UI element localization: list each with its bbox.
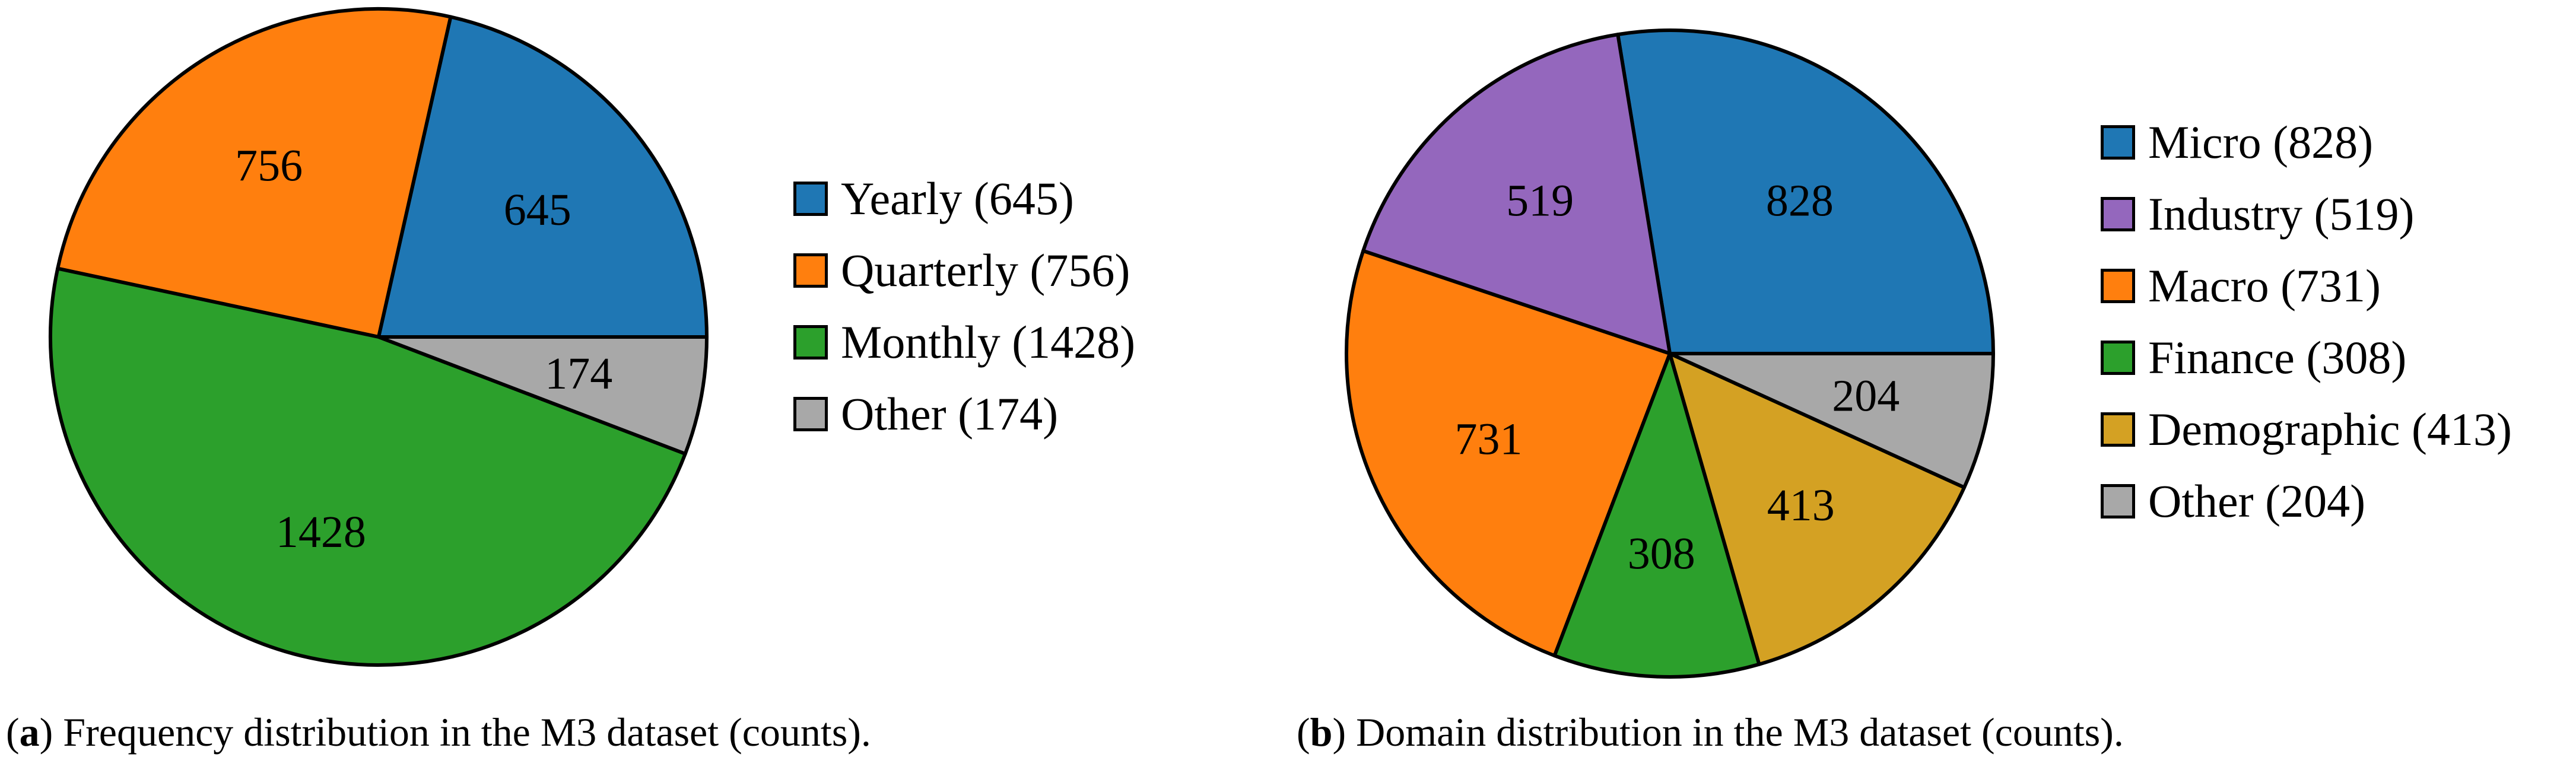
- caption-text: ) Frequency distribution in the M3 datas…: [39, 710, 871, 755]
- pie-slice-micro: [1616, 28, 1995, 355]
- slice-value-label-quarterly: 756: [235, 141, 303, 190]
- legend-item-yearly: Yearly (645): [793, 169, 1074, 228]
- slice-value-label-other: 204: [1832, 371, 1900, 421]
- legend-item-monthly: Monthly (1428): [793, 313, 1135, 372]
- legend-item-micro: Micro (828): [2101, 113, 2373, 172]
- pie-slice-industry: [1361, 33, 1672, 355]
- caption-letter: a: [19, 710, 40, 755]
- legend-label: Macro (731): [2148, 260, 2381, 311]
- legend-swatch: [2101, 341, 2135, 375]
- slice-value-label-demographic: 413: [1767, 481, 1835, 530]
- pie-slice-quarterly: [56, 7, 453, 339]
- legend-label: Monthly (1428): [841, 316, 1136, 368]
- legend-item-other: Other (204): [2101, 472, 2365, 531]
- pie-chart-frequency: 645 756 1428 174: [48, 7, 709, 667]
- chart-panel-a: 645 756 1428 174 Yearly (645) Quarterly (756…: [6, 7, 1135, 755]
- slice-value-label-monthly: 1428: [276, 507, 366, 557]
- pie-slice-finance: [1552, 352, 1761, 679]
- legend-swatch: [793, 253, 828, 288]
- pie-slice-demographic: [1668, 352, 1967, 666]
- legend-label: Micro (828): [2148, 116, 2374, 168]
- pie-slice-monthly: [48, 266, 687, 667]
- legend-item-finance: Finance (308): [2101, 328, 2406, 387]
- pie-chart-domain: 828 519 731 308 413 204: [1345, 28, 1995, 679]
- legend-swatch: [793, 397, 828, 431]
- legend-item-other: Other (174): [793, 384, 1058, 444]
- legend-swatch: [2101, 484, 2135, 518]
- pie-slice-other: [377, 335, 709, 456]
- slice-value-label-industry: 519: [1506, 176, 1574, 226]
- caption-letter: b: [1310, 710, 1333, 755]
- pie-slice-macro: [1345, 249, 1672, 658]
- legend-label: Quarterly (756): [841, 244, 1130, 296]
- legend-swatch: [2101, 197, 2135, 231]
- legend-swatch: [2101, 412, 2135, 447]
- legend-item-demographic: Demographic (413): [2101, 400, 2512, 459]
- legend-swatch: [793, 325, 828, 360]
- legend-item-industry: Industry (519): [2101, 184, 2414, 244]
- legend-swatch: [793, 182, 828, 216]
- pie-slice-other: [1668, 352, 1995, 489]
- chart-panel-b: 828 519 731 308 413 204 Micro (828) Industry (…: [1288, 0, 2576, 773]
- legend-label: Demographic (413): [2148, 403, 2512, 455]
- legend-swatch: [2101, 269, 2135, 303]
- slice-value-label-other: 174: [545, 349, 612, 399]
- slice-value-label-yearly: 645: [504, 185, 571, 235]
- legend-label: Other (204): [2148, 475, 2366, 527]
- slice-value-label-finance: 308: [1628, 529, 1695, 579]
- caption-domain: (b) Domain distribution in the M3 datase…: [1297, 710, 2124, 755]
- legend-item-quarterly: Quarterly (756): [793, 241, 1130, 300]
- legend-label: Other (174): [841, 388, 1059, 440]
- pie-slice-yearly: [377, 15, 709, 339]
- slice-value-label-macro: 731: [1454, 414, 1522, 464]
- caption-frequency: (a) Frequency distribution in the M3 dat…: [6, 710, 871, 755]
- legend-label: Industry (519): [2148, 188, 2415, 240]
- legend-swatch: [2101, 125, 2135, 160]
- slice-value-label-micro: 828: [1766, 176, 1834, 226]
- legend-label: Yearly (645): [841, 173, 1074, 224]
- caption-text: ) Domain distribution in the M3 dataset …: [1332, 710, 2124, 755]
- legend-item-macro: Macro (731): [2101, 256, 2381, 316]
- legend-label: Finance (308): [2148, 332, 2407, 383]
